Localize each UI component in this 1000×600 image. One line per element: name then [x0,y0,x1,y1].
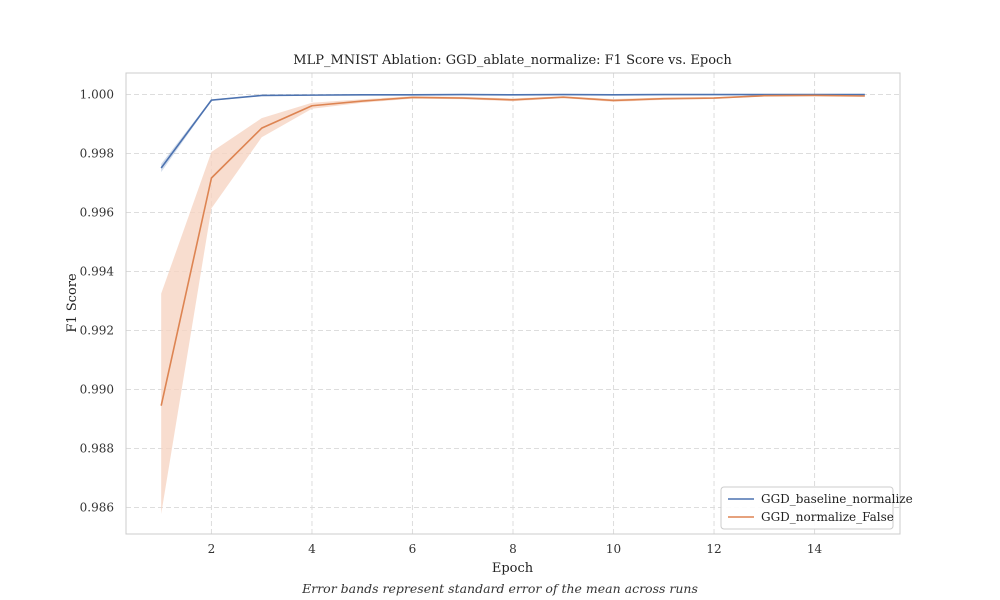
x-axis-label: Epoch [492,561,534,576]
legend: GGD_baseline_normalize GGD_normalize_Fals… [720,486,913,530]
x-tick-label: 2 [208,542,216,556]
chart-caption: Error bands represent standard error of … [302,581,698,596]
x-tick-label: 14 [807,542,823,556]
x-tick-label: 8 [509,542,517,556]
y-tick-label: 0.988 [80,441,114,455]
y-tick-label: 1.000 [80,88,114,102]
x-tick-label: 4 [308,542,316,556]
x-tick-label: 6 [409,542,417,556]
y-tick-label: 0.992 [80,323,114,337]
series-line-2 [160,94,865,406]
y-tick-label: 0.998 [80,147,114,161]
y-axis-label: F1 Score [65,273,80,333]
x-tick-label: 12 [706,542,721,556]
legend-box [720,486,894,530]
y-tick-label: 0.996 [80,206,114,220]
series-lines [160,93,865,406]
x-tick-label: 10 [606,542,621,556]
y-axis-ticks: 0.986 0.988 0.990 0.992 0.994 0.996 0.998 1.000 [80,88,115,515]
legend-label-1: GGD_baseline_normalize [761,492,913,506]
chart-title: MLP_MNIST Ablation: GGD_ablate_normalize… [293,53,732,68]
y-tick-label: 0.990 [80,382,114,396]
y-tick-label: 0.986 [80,500,114,514]
x-axis-ticks: 2 4 6 8 10 12 14 [208,542,823,556]
plot-frame [125,72,901,535]
y-tick-label: 0.994 [80,264,115,278]
legend-label-2: GGD_normalize_False [761,510,894,524]
series-line-1 [160,93,865,169]
